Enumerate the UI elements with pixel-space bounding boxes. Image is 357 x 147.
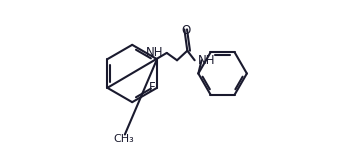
Text: CH₃: CH₃ xyxy=(113,134,134,144)
Text: O: O xyxy=(181,24,190,36)
Text: NH: NH xyxy=(146,46,163,59)
Text: F: F xyxy=(149,81,155,94)
Text: NH: NH xyxy=(198,54,216,67)
